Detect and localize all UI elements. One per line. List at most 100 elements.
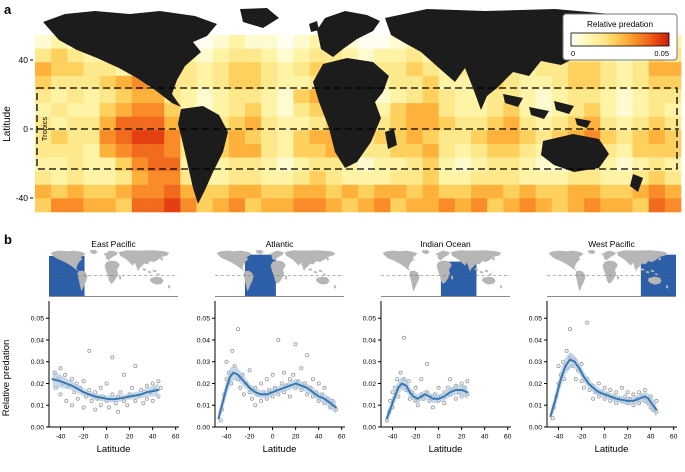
svg-text:-40: -40 (554, 434, 564, 441)
svg-text:0.04: 0.04 (31, 337, 44, 344)
svg-text:60: 60 (504, 434, 512, 441)
legend-min-label: 0 (571, 49, 575, 58)
svg-text:0.00: 0.00 (31, 424, 44, 431)
y-tick-labels: 0.00 0.01 0.02 0.03 0.04 0.05 (529, 316, 542, 432)
svg-text:0: 0 (271, 434, 275, 441)
map-y-ticks: 40 0 -40 (16, 55, 36, 203)
svg-text:40: 40 (481, 434, 489, 441)
svg-text:0.03: 0.03 (529, 359, 542, 366)
legend-max-label: 0.05 (654, 49, 669, 58)
svg-text:20: 20 (458, 434, 466, 441)
panel-b-label: b (4, 232, 12, 247)
confidence-band (52, 370, 159, 403)
svg-text:0: 0 (437, 434, 441, 441)
svg-text:0.05: 0.05 (363, 316, 376, 323)
confidence-band (218, 365, 336, 425)
svg-text:0: 0 (603, 434, 607, 441)
scatter-plot-indian-ocean: 0.00 0.01 0.02 0.03 0.04 0.05 -40 -20 0 20 40 60 Lat… (363, 301, 512, 455)
svg-text:40: 40 (647, 434, 655, 441)
svg-text:-40: -40 (56, 434, 66, 441)
y-tick-labels: 0.00 0.01 0.02 0.03 0.04 0.05 (197, 316, 210, 432)
x-tick-labels: -40 -20 0 20 40 60 (222, 434, 346, 441)
x-axis-label: Latitude (97, 444, 131, 455)
svg-text:0.04: 0.04 (197, 337, 210, 344)
svg-text:-20: -20 (577, 434, 587, 441)
world-map-mini (216, 250, 337, 292)
x-tick-labels: -40 -20 0 20 40 60 (554, 434, 678, 441)
trend-line (51, 378, 160, 401)
inset-map-indian-ocean (381, 250, 510, 297)
axes (212, 301, 345, 430)
legend-gradient-bar (570, 32, 670, 47)
svg-text:0.01: 0.01 (529, 403, 542, 410)
map-tick-0: 0 (23, 124, 28, 134)
svg-text:-20: -20 (245, 434, 255, 441)
svg-text:20: 20 (126, 434, 134, 441)
svg-text:-20: -20 (411, 434, 421, 441)
svg-text:0.01: 0.01 (31, 403, 44, 410)
svg-text:0.02: 0.02 (31, 381, 44, 388)
x-axis-label: Latitude (595, 444, 629, 455)
svg-text:0.02: 0.02 (363, 381, 376, 388)
svg-text:40: 40 (315, 434, 323, 441)
svg-text:0.05: 0.05 (31, 316, 44, 323)
y-tick-labels: 0.00 0.01 0.02 0.03 0.04 0.05 (363, 316, 376, 432)
trend-line (385, 382, 469, 420)
region-panel-indian-ocean: Indian Ocean 0.00 0.01 0.02 0.03 0.04 0.05 -40… (354, 238, 514, 457)
panel-a-label: a (4, 2, 12, 17)
region-panels: East Pacific 0.00 0.01 0.02 0.03 0.04 0.05 -40… (22, 238, 682, 457)
svg-text:20: 20 (292, 434, 300, 441)
world-heatmap-panel: Latitude 40 0 -40 Tropics Relative preda… (2, 8, 682, 213)
svg-text:60: 60 (172, 434, 180, 441)
panel-b-y-axis-label: Relative predation (1, 340, 12, 417)
scatter-plot-east-pacific: 0.00 0.01 0.02 0.03 0.04 0.05 -40 -20 0 20 40 60 Lat… (31, 301, 180, 455)
svg-text:0.05: 0.05 (529, 316, 542, 323)
axes (378, 301, 511, 430)
tropics-box (36, 87, 678, 170)
svg-text:0.02: 0.02 (529, 381, 542, 388)
legend-title: Relative predation (587, 20, 653, 29)
svg-text:0.02: 0.02 (197, 381, 210, 388)
panel-b-y-axis-label-wrap: Relative predation (1, 340, 12, 417)
axes (544, 301, 677, 430)
scatter-points (384, 335, 470, 423)
map-y-axis-label: Latitude (2, 106, 13, 142)
svg-text:0.04: 0.04 (529, 337, 542, 344)
tropics-label: Tropics (40, 117, 49, 142)
svg-text:0.00: 0.00 (197, 424, 210, 431)
svg-text:0.00: 0.00 (363, 424, 376, 431)
inset-map-west-pacific (547, 250, 676, 297)
map-tick-neg40: -40 (16, 193, 29, 203)
svg-text:0.01: 0.01 (363, 403, 376, 410)
confidence-band (550, 351, 657, 423)
region-title: East Pacific (91, 239, 136, 249)
x-axis-label: Latitude (429, 444, 463, 455)
svg-text:40: 40 (149, 434, 157, 441)
svg-text:60: 60 (670, 434, 678, 441)
svg-text:-40: -40 (222, 434, 232, 441)
svg-text:0.03: 0.03 (197, 359, 210, 366)
svg-text:-40: -40 (388, 434, 398, 441)
region-panel-east-pacific: East Pacific 0.00 0.01 0.02 0.03 0.04 0.05 -40… (22, 238, 182, 457)
svg-text:60: 60 (338, 434, 346, 441)
x-tick-labels: -40 -20 0 20 40 60 (56, 434, 180, 441)
svg-text:-20: -20 (79, 434, 89, 441)
scatter-plot-west-pacific: 0.00 0.01 0.02 0.03 0.04 0.05 -40 -20 0 20 40 60 Lat… (529, 301, 678, 455)
inset-map-atlantic (215, 250, 344, 297)
legend: Relative predation 0 0.05 (562, 13, 678, 61)
svg-text:0.03: 0.03 (363, 359, 376, 366)
svg-text:20: 20 (624, 434, 632, 441)
trend-line (217, 371, 337, 420)
y-tick-labels: 0.00 0.01 0.02 0.03 0.04 0.05 (31, 316, 44, 432)
svg-text:0.04: 0.04 (363, 337, 376, 344)
svg-text:0.05: 0.05 (197, 316, 210, 323)
map-tick-40: 40 (19, 55, 29, 65)
svg-text:0.01: 0.01 (197, 403, 210, 410)
region-title: West Pacific (588, 239, 635, 249)
trend-line (549, 358, 658, 418)
svg-text:0: 0 (105, 434, 109, 441)
region-title: Indian Ocean (420, 239, 471, 249)
inset-map-east-pacific (49, 250, 178, 297)
axes (46, 301, 179, 430)
x-axis-label: Latitude (263, 444, 297, 455)
